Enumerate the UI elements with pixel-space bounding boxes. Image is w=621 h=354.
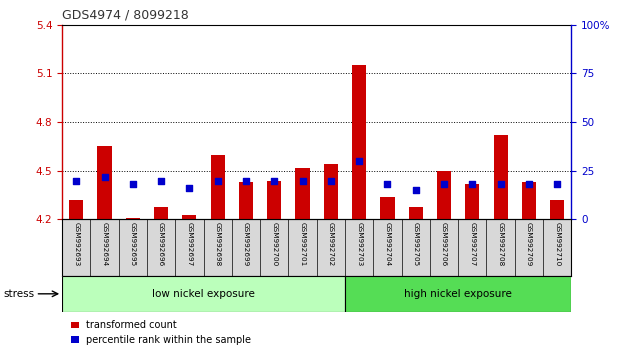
Text: GSM992707: GSM992707: [469, 222, 475, 267]
Bar: [465, 184, 479, 219]
Bar: [522, 182, 536, 219]
Text: GSM992695: GSM992695: [130, 222, 136, 267]
Point: [354, 158, 364, 164]
Bar: [324, 164, 338, 219]
Point: [128, 182, 138, 187]
Point: [326, 178, 336, 183]
Bar: [97, 147, 112, 219]
Point: [383, 182, 392, 187]
Bar: [409, 206, 423, 219]
Legend: transformed count, percentile rank within the sample: transformed count, percentile rank withi…: [67, 316, 255, 349]
Text: GSM992693: GSM992693: [73, 222, 79, 267]
Bar: [183, 215, 196, 219]
Text: GSM992705: GSM992705: [413, 222, 419, 267]
Point: [184, 185, 194, 191]
Text: GSM992697: GSM992697: [186, 222, 193, 267]
Point: [552, 182, 562, 187]
Text: GSM992701: GSM992701: [299, 222, 306, 267]
Point: [468, 182, 478, 187]
Bar: [154, 206, 168, 219]
Bar: [125, 218, 140, 219]
Bar: [437, 171, 451, 219]
Bar: [69, 200, 83, 219]
Bar: [239, 182, 253, 219]
Bar: [345, 276, 571, 312]
Text: GSM992704: GSM992704: [384, 222, 391, 267]
Point: [297, 178, 307, 183]
Point: [439, 182, 449, 187]
Text: GSM992709: GSM992709: [526, 222, 532, 267]
Text: GSM992706: GSM992706: [441, 222, 447, 267]
Bar: [380, 197, 394, 219]
Point: [213, 178, 223, 183]
Text: GSM992702: GSM992702: [328, 222, 334, 267]
Bar: [352, 65, 366, 219]
Text: GSM992708: GSM992708: [497, 222, 504, 267]
Bar: [62, 276, 345, 312]
Point: [156, 178, 166, 183]
Text: GDS4974 / 8099218: GDS4974 / 8099218: [62, 9, 189, 22]
Text: GSM992694: GSM992694: [102, 222, 107, 267]
Bar: [211, 155, 225, 219]
Text: low nickel exposure: low nickel exposure: [152, 289, 255, 299]
Bar: [494, 135, 507, 219]
Text: GSM992696: GSM992696: [158, 222, 164, 267]
Point: [99, 174, 109, 179]
Bar: [296, 167, 310, 219]
Text: GSM992703: GSM992703: [356, 222, 362, 267]
Bar: [267, 181, 281, 219]
Text: GSM992699: GSM992699: [243, 222, 249, 267]
Text: high nickel exposure: high nickel exposure: [404, 289, 512, 299]
Text: GSM992710: GSM992710: [554, 222, 560, 267]
Point: [496, 182, 505, 187]
Point: [270, 178, 279, 183]
Text: stress: stress: [3, 289, 34, 299]
Point: [524, 182, 534, 187]
Text: GSM992698: GSM992698: [215, 222, 220, 267]
Point: [71, 178, 81, 183]
Bar: [550, 200, 564, 219]
Point: [241, 178, 251, 183]
Point: [410, 187, 420, 193]
Text: GSM992700: GSM992700: [271, 222, 277, 267]
